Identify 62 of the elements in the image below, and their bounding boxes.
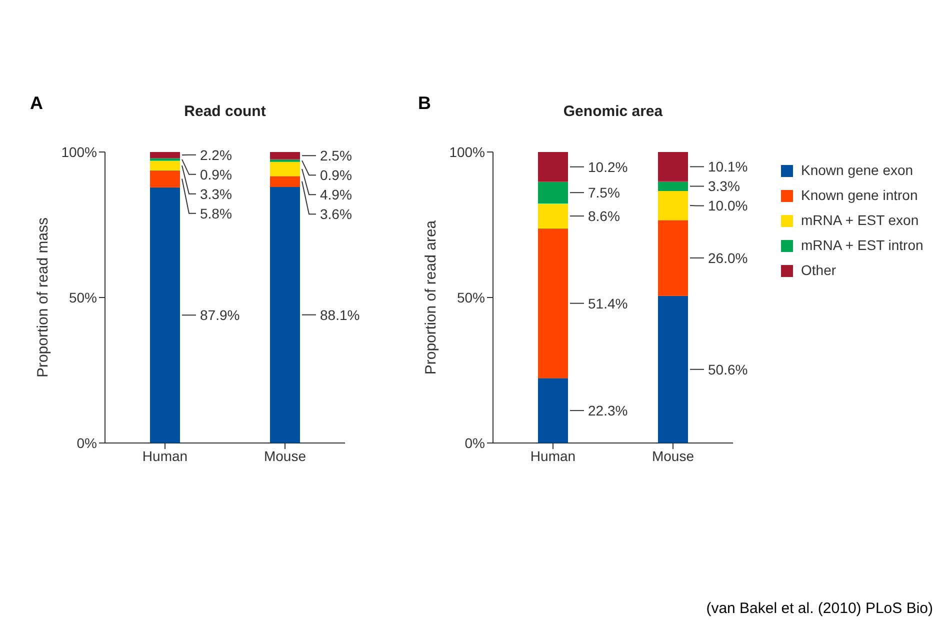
chart-title: Read count	[183, 103, 267, 120]
data-label: 87.9%	[200, 307, 240, 324]
bar	[150, 158, 180, 161]
bar	[150, 170, 180, 188]
chart-title: Genomic area	[562, 103, 664, 120]
data-label: 10.1%	[708, 158, 748, 175]
bar	[538, 228, 568, 378]
bar	[270, 152, 300, 160]
bar	[150, 152, 180, 158]
bar	[538, 152, 568, 182]
y-axis-title: Proportion of read area	[422, 220, 440, 375]
data-label: 22.3%	[588, 402, 628, 419]
text: A	[30, 93, 43, 114]
bar	[658, 152, 688, 182]
data-label: 51.4%	[588, 295, 628, 312]
data-label: 0.9%	[320, 167, 352, 184]
data-label: 88.1%	[320, 306, 360, 323]
bar	[658, 220, 688, 296]
bar	[150, 160, 180, 170]
data-label: 2.5%	[320, 148, 352, 164]
y-tick-label: 100%	[61, 144, 97, 160]
bar	[538, 378, 568, 443]
data-label: 3.6%	[320, 206, 352, 222]
x-tick-label: Mouse	[264, 448, 306, 464]
data-label: 3.3%	[708, 178, 740, 194]
legend-label: Known gene intron	[800, 186, 919, 205]
bar	[658, 296, 688, 443]
bar	[538, 182, 568, 204]
bar	[270, 159, 300, 162]
y-tick-label: 0%	[464, 434, 485, 451]
data-label: 3.3%	[200, 186, 232, 202]
bar	[150, 187, 180, 443]
y-tick-label: 50%	[456, 289, 485, 306]
x-tick-label: Human	[530, 448, 576, 464]
bar	[658, 181, 688, 191]
x-tick-label: Human	[142, 448, 188, 464]
bar	[538, 204, 568, 229]
text: (van Bakel et al. (2010) PLoS Bio)	[706, 600, 933, 617]
legend-label: Other	[800, 261, 838, 280]
text: B	[418, 93, 431, 114]
y-axis-title: Proportion of read mass	[34, 217, 52, 378]
data-label: 4.9%	[320, 186, 352, 203]
data-label: 5.8%	[200, 205, 232, 222]
bar	[270, 176, 300, 187]
data-label: 8.6%	[588, 208, 620, 224]
legend-label: Known gene exon	[800, 161, 914, 180]
data-label: 26.0%	[708, 250, 748, 266]
data-label: 2.2%	[200, 146, 232, 163]
y-tick-label: 50%	[68, 289, 97, 306]
data-label: 50.6%	[708, 361, 748, 378]
legend-label: mRNA + EST intron	[800, 236, 924, 255]
data-label: 0.9%	[200, 166, 232, 182]
x-tick-label: Mouse	[652, 448, 694, 464]
data-label: 10.2%	[588, 158, 628, 175]
bar	[270, 162, 300, 176]
data-label: 7.5%	[588, 184, 620, 201]
legend-label: mRNA + EST exon	[800, 211, 920, 230]
data-label: 10.0%	[708, 198, 748, 214]
bar	[270, 186, 300, 443]
y-tick-label: 100%	[449, 144, 485, 160]
y-tick-label: 0%	[76, 434, 97, 451]
bar	[658, 190, 688, 220]
